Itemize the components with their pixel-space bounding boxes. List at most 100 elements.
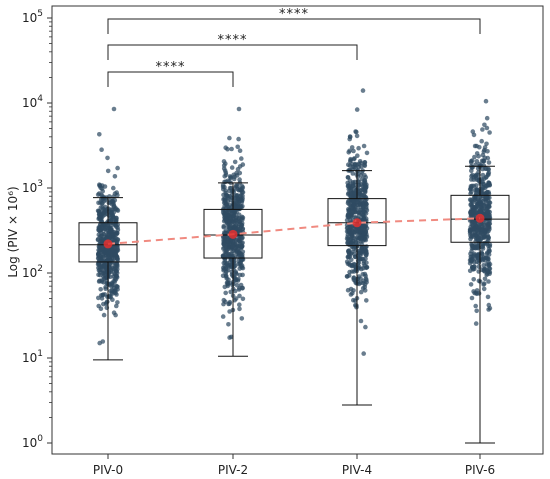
data-point: [237, 170, 243, 176]
data-point: [362, 263, 368, 268]
data-point: [472, 266, 477, 272]
data-point: [113, 290, 118, 296]
data-point: [238, 193, 243, 199]
data-point: [362, 288, 368, 293]
data-point: [351, 148, 356, 154]
data-point: [240, 235, 245, 241]
data-point: [360, 234, 365, 240]
data-point: [468, 282, 474, 287]
data-point: [486, 279, 491, 284]
data-point: [227, 135, 232, 141]
data-point: [240, 296, 246, 302]
data-point: [356, 266, 362, 271]
data-point: [476, 178, 482, 184]
mean-marker: [228, 229, 238, 239]
data-point: [240, 226, 246, 232]
data-point: [359, 245, 364, 250]
significance-bracket: [107, 18, 481, 34]
box-iqr: [203, 208, 263, 259]
data-point: [467, 257, 473, 263]
data-point: [481, 158, 487, 164]
data-point: [350, 233, 355, 239]
data-point: [352, 190, 358, 196]
data-point: [474, 244, 480, 250]
data-point: [235, 187, 240, 192]
data-point: [99, 279, 105, 284]
data-point: [487, 209, 493, 215]
data-point: [115, 165, 120, 171]
data-point: [230, 219, 236, 225]
data-point: [362, 173, 367, 178]
data-point: [471, 174, 477, 180]
data-point: [470, 204, 475, 209]
data-point: [231, 189, 237, 195]
data-point: [347, 136, 353, 142]
data-point: [226, 253, 232, 258]
data-point: [240, 189, 246, 195]
data-point: [100, 189, 105, 194]
data-point: [364, 251, 369, 256]
data-point: [351, 230, 356, 235]
data-point: [110, 214, 116, 219]
data-point: [105, 155, 110, 161]
data-point: [469, 183, 475, 189]
data-point: [476, 260, 482, 265]
data-point: [225, 178, 230, 184]
data-point: [221, 266, 227, 272]
data-point: [468, 158, 474, 164]
data-point: [229, 334, 234, 340]
data-point: [480, 166, 485, 172]
data-point: [362, 178, 367, 183]
data-point: [474, 308, 480, 314]
mean-marker: [103, 239, 113, 249]
data-point: [222, 284, 228, 290]
data-point: [487, 306, 493, 311]
data-point: [237, 272, 243, 278]
data-point: [485, 270, 491, 275]
data-point: [97, 182, 102, 187]
data-point: [115, 300, 120, 305]
data-point: [350, 181, 356, 186]
data-point: [223, 188, 228, 193]
data-point: [355, 179, 361, 184]
data-point: [473, 303, 479, 309]
data-point: [483, 175, 489, 180]
data-point: [479, 187, 485, 193]
data-point: [111, 185, 116, 191]
data-point: [227, 301, 232, 306]
data-point: [240, 162, 246, 167]
data-point: [472, 187, 478, 193]
data-point: [470, 233, 475, 238]
x-tick-label: PIV-4: [342, 463, 372, 477]
data-point: [98, 213, 104, 219]
data-point: [355, 199, 360, 204]
data-point: [224, 193, 230, 198]
data-point: [469, 189, 474, 195]
data-point: [346, 206, 351, 212]
mean-marker: [352, 218, 362, 228]
y-tick-label: 101: [22, 349, 43, 365]
mean-layer: [103, 213, 485, 249]
data-point: [110, 266, 116, 271]
data-point: [240, 215, 246, 220]
data-point: [96, 255, 102, 261]
data-point: [226, 322, 231, 327]
data-point: [98, 270, 103, 275]
data-point: [220, 182, 226, 188]
data-point: [362, 198, 368, 203]
data-point: [96, 232, 102, 237]
data-point: [352, 254, 358, 260]
data-point: [485, 149, 490, 154]
data-point: [470, 129, 476, 134]
data-point: [102, 270, 107, 275]
data-point: [223, 145, 228, 150]
data-point: [99, 201, 105, 206]
data-point: [346, 249, 352, 255]
data-point: [486, 259, 491, 265]
data-point: [115, 246, 120, 252]
data-point: [105, 299, 110, 305]
significance-layer: **** **** ****: [107, 7, 481, 87]
data-point: [102, 212, 108, 218]
data-point: [356, 145, 361, 151]
data-point: [344, 218, 350, 223]
